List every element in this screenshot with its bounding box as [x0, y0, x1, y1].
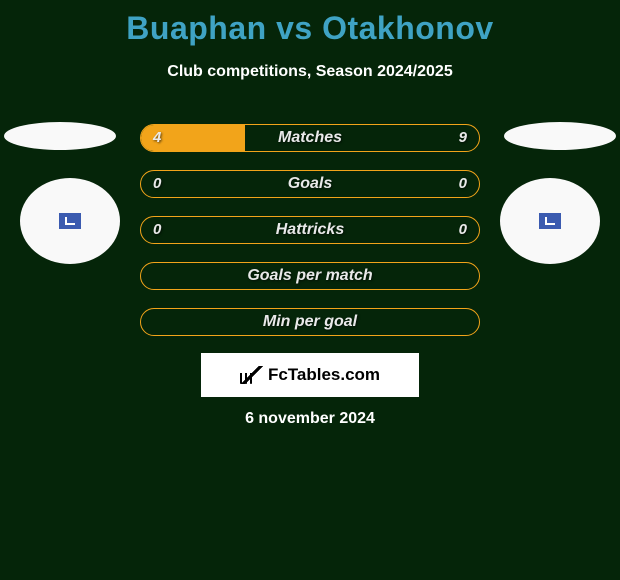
flag-icon [539, 213, 561, 229]
player-right-avatar [500, 178, 600, 264]
stat-row: 0 0Hattricks [140, 216, 480, 244]
player-left-avatar [20, 178, 120, 264]
player-right-ellipse [504, 122, 616, 150]
stat-row: 49Matches [140, 124, 480, 152]
brand-badge: FcTables.com [201, 353, 419, 397]
stat-value-left: 4 [153, 129, 161, 146]
date-label: 6 november 2024 [0, 410, 620, 428]
stat-value-right: 0 [459, 175, 467, 192]
stat-value-left: 0 [153, 221, 161, 238]
player-left-ellipse [4, 122, 116, 150]
stat-value-left: 0 [153, 175, 161, 192]
stat-label: Hattricks [141, 221, 479, 239]
stat-row: 0 0Goals [140, 170, 480, 198]
stat-value-right: 9 [459, 129, 467, 146]
chart-icon [240, 366, 264, 384]
page-title: Buaphan vs Otakhonov [0, 0, 620, 47]
stat-label: Goals [141, 175, 479, 193]
brand-text: FcTables.com [268, 365, 380, 385]
stat-row: Goals per match [140, 262, 480, 290]
stat-value-right: 0 [459, 221, 467, 238]
flag-icon [59, 213, 81, 229]
stat-label: Min per goal [141, 313, 479, 331]
stats-bars: 49Matches00Goals00HattricksGoals per mat… [140, 124, 480, 354]
stat-label: Goals per match [141, 267, 479, 285]
stat-row: Min per goal [140, 308, 480, 336]
page-subtitle: Club competitions, Season 2024/2025 [0, 63, 620, 81]
